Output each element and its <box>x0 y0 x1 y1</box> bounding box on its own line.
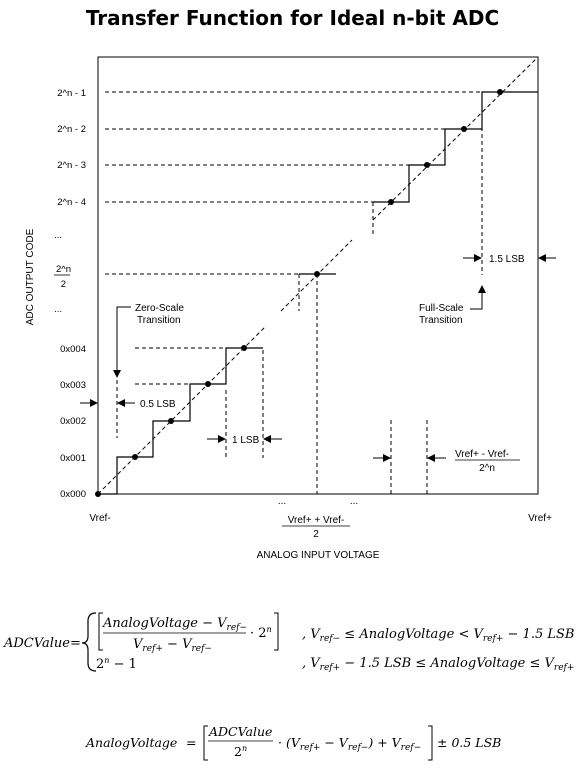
full-scale-arrow <box>470 285 486 310</box>
diagram-title: Transfer Function for Ideal n-bit ADC <box>85 6 500 30</box>
y-tick-ellipsis-upper: ... <box>54 230 62 241</box>
y-tick-2n-4: 2^n - 4 <box>57 197 86 208</box>
dot-0x002 <box>168 418 174 424</box>
dot-2n-3 <box>424 162 430 168</box>
plot-frame <box>97 56 539 495</box>
x-axis-label: ANALOG INPUT VOLTAGE <box>257 550 380 561</box>
dot-0x001 <box>132 454 138 460</box>
eq1-floor-left <box>98 612 103 651</box>
dot-2n-1 <box>497 89 503 95</box>
dot-0x004 <box>241 345 247 351</box>
y-tick-0x000: 0x000 <box>60 489 86 500</box>
eq2-lhs: AnalogVoltage <box>85 735 177 750</box>
y-tick-2n-3: 2^n - 3 <box>57 160 86 171</box>
code-center-dots <box>95 89 503 497</box>
eq1-brace <box>81 612 97 672</box>
eq2-denominator: 2n <box>234 744 247 759</box>
x-label-ellipsis-1: ... <box>278 496 286 507</box>
one-lsb-label: 1 LSB <box>232 435 260 446</box>
y-tick-0x001: 0x001 <box>60 453 86 464</box>
dot-2n-4 <box>388 199 394 205</box>
staircase-lower <box>98 347 263 495</box>
one-half-lsb-label: 1.5 LSB <box>489 254 525 265</box>
dot-0x003 <box>205 381 211 387</box>
y-tick-2n-1: 2^n - 1 <box>57 88 86 99</box>
x-label-vref-minus: Vref- <box>89 513 110 524</box>
eq2-bracket-left <box>203 725 208 761</box>
zero-scale-label-2: Transition <box>137 315 181 326</box>
y-tick-ellipsis-lower: ... <box>54 304 62 315</box>
y-tick-half-den: 2 <box>61 279 66 290</box>
y-tick-0x003: 0x003 <box>60 380 86 391</box>
x-label-mid-numerator: Vref+ + Vref- <box>288 515 345 526</box>
staircase-upper <box>373 91 538 203</box>
half-lsb-label: 0.5 LSB <box>140 399 176 410</box>
eq1-condition-1: , Vref− ≤ AnalogVoltage < Vref+ − 1.5 LS… <box>302 627 574 644</box>
full-scale-label-1: Full-Scale <box>419 303 464 314</box>
adc-value-equation: ADCValue = AnalogVoltage − Vref− Vref+ −… <box>3 612 574 673</box>
eq1-denominator: Vref+ − Vref− <box>133 637 212 654</box>
zero-scale-arrow <box>113 306 131 378</box>
eq2-numerator: ADCValue <box>208 724 272 739</box>
x-label-mid-denominator: 2 <box>313 529 319 540</box>
x-label-ellipsis-2: ... <box>350 496 358 507</box>
analog-voltage-equation: AnalogVoltage = ADCValue 2n · (Vref+ − V… <box>85 724 501 761</box>
eq2-body: · (Vref+ − Vref−) + Vref− <box>278 735 421 753</box>
ideal-transfer-line-lower <box>97 326 266 495</box>
eq1-floor-right <box>274 612 279 651</box>
full-scale-label-2: Transition <box>419 315 463 326</box>
step-size-denominator: 2^n <box>479 463 495 474</box>
eq1-case-2: 2n − 1 <box>96 656 137 672</box>
y-tick-half-num: 2^n <box>56 264 71 275</box>
y-axis-label: ADC OUTPUT CODE <box>25 228 36 325</box>
step-size-numerator: Vref+ - Vref- <box>455 449 509 460</box>
ideal-transfer-line-upper <box>372 56 539 221</box>
eq2-equals: = <box>186 735 196 750</box>
eq2-tail: ± 0.5 LSB <box>437 735 501 750</box>
eq1-multiplier: · 2n <box>250 625 272 641</box>
y-tick-2n-2: 2^n - 2 <box>57 124 86 135</box>
y-tick-0x002: 0x002 <box>60 416 86 427</box>
eq2-bracket-right <box>428 725 433 761</box>
eq1-equals: = <box>70 636 81 651</box>
eq1-numerator: AnalogVoltage − Vref− <box>102 616 247 633</box>
eq1-lhs: ADCValue <box>3 636 70 651</box>
x-label-vref-plus: Vref+ <box>528 513 552 524</box>
y-tick-0x004: 0x004 <box>60 344 86 355</box>
zero-scale-label-1: Zero-Scale <box>135 303 184 314</box>
dot-0x000 <box>95 491 101 497</box>
eq1-condition-2: , Vref+ − 1.5 LSB ≤ AnalogVoltage ≤ Vref… <box>302 656 574 673</box>
dot-2n-2 <box>461 126 467 132</box>
